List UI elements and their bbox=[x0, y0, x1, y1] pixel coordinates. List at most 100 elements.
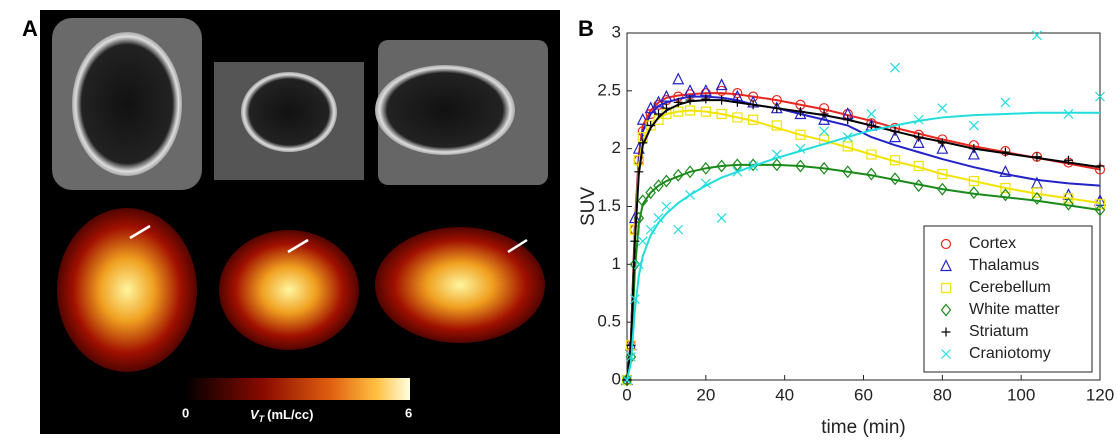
fit-line bbox=[626, 109, 1101, 381]
marker bbox=[913, 114, 924, 125]
marker bbox=[819, 109, 829, 119]
marker bbox=[842, 132, 853, 143]
marker bbox=[1032, 152, 1042, 162]
marker bbox=[1063, 193, 1074, 204]
legend-box bbox=[923, 225, 1093, 373]
marker bbox=[716, 213, 727, 223]
marker bbox=[967, 147, 980, 160]
y-tick-label: 2 bbox=[612, 138, 621, 157]
marker bbox=[866, 149, 877, 160]
marker bbox=[700, 161, 712, 175]
marker bbox=[795, 129, 806, 140]
marker bbox=[672, 168, 684, 182]
marker bbox=[968, 175, 979, 187]
legend-label: White matter bbox=[969, 301, 1060, 318]
marker bbox=[866, 167, 877, 181]
marker bbox=[637, 236, 648, 247]
marker bbox=[645, 120, 656, 131]
y-tick-label: 1 bbox=[612, 254, 621, 273]
marker bbox=[630, 236, 640, 246]
marker bbox=[732, 88, 743, 99]
marker bbox=[748, 161, 759, 171]
legend-label: Striatum bbox=[969, 323, 1029, 340]
marker bbox=[1094, 203, 1106, 217]
marker bbox=[937, 103, 948, 114]
marker bbox=[1032, 30, 1042, 41]
marker bbox=[1095, 161, 1105, 171]
marker bbox=[717, 95, 727, 105]
marker bbox=[626, 351, 636, 362]
marker bbox=[700, 178, 711, 189]
marker bbox=[646, 121, 656, 131]
marker bbox=[941, 349, 951, 359]
marker bbox=[794, 107, 807, 120]
marker bbox=[890, 62, 900, 73]
marker bbox=[645, 186, 656, 200]
marker bbox=[940, 282, 952, 294]
marker bbox=[660, 89, 673, 102]
marker bbox=[890, 126, 900, 136]
marker bbox=[937, 182, 948, 196]
panel-label: B bbox=[578, 16, 594, 41]
marker bbox=[771, 149, 782, 160]
marker bbox=[818, 134, 830, 145]
marker bbox=[636, 112, 649, 125]
marker bbox=[732, 166, 743, 177]
y-tick-label: 3 bbox=[612, 22, 621, 41]
marker bbox=[1063, 197, 1074, 211]
marker bbox=[633, 259, 644, 270]
y-tick-label: 0.5 bbox=[597, 312, 621, 331]
marker bbox=[626, 340, 636, 350]
x-tick-label: 60 bbox=[854, 385, 873, 404]
fit-line bbox=[626, 163, 1101, 381]
marker bbox=[684, 105, 696, 116]
marker bbox=[637, 194, 649, 208]
colorbar-subscript: T bbox=[259, 414, 266, 424]
marker bbox=[940, 238, 952, 250]
marker bbox=[685, 190, 695, 200]
marker bbox=[941, 327, 951, 337]
colorbar-label: VT (mL/cc) bbox=[250, 407, 313, 424]
marker bbox=[969, 144, 979, 154]
marker bbox=[1000, 182, 1011, 194]
marker bbox=[654, 109, 664, 119]
ct-images bbox=[52, 18, 548, 190]
marker bbox=[634, 167, 644, 177]
marker bbox=[732, 158, 743, 172]
marker bbox=[715, 78, 728, 91]
x-tick-label: 40 bbox=[775, 385, 794, 404]
marker bbox=[842, 165, 854, 179]
marker bbox=[661, 174, 672, 188]
marker bbox=[661, 201, 672, 212]
x-tick-label: 120 bbox=[1086, 385, 1114, 404]
marker bbox=[701, 94, 711, 104]
marker bbox=[638, 138, 648, 148]
marker bbox=[819, 126, 830, 137]
marker bbox=[842, 141, 853, 152]
marker bbox=[716, 108, 727, 120]
marker bbox=[1063, 155, 1073, 165]
marker bbox=[716, 85, 727, 96]
colorbar bbox=[185, 378, 410, 400]
marker bbox=[732, 97, 742, 107]
marker bbox=[913, 179, 924, 193]
marker bbox=[732, 112, 743, 123]
marker bbox=[622, 375, 632, 385]
marker bbox=[629, 257, 641, 271]
x-axis-label: time (min) bbox=[821, 417, 905, 438]
marker bbox=[684, 83, 697, 96]
marker bbox=[661, 103, 671, 113]
marker bbox=[653, 213, 664, 223]
marker bbox=[1000, 188, 1011, 202]
marker bbox=[673, 224, 684, 235]
marker bbox=[1031, 191, 1043, 205]
legend-label: Thalamus bbox=[969, 257, 1039, 274]
y-tick-label: 0 bbox=[612, 369, 621, 388]
marker bbox=[937, 169, 948, 180]
panel-label: A bbox=[22, 16, 38, 41]
marker bbox=[940, 259, 952, 272]
legend-label: Cerebellum bbox=[969, 279, 1051, 296]
marker bbox=[866, 121, 876, 131]
colorbar-symbol: V bbox=[250, 407, 260, 422]
